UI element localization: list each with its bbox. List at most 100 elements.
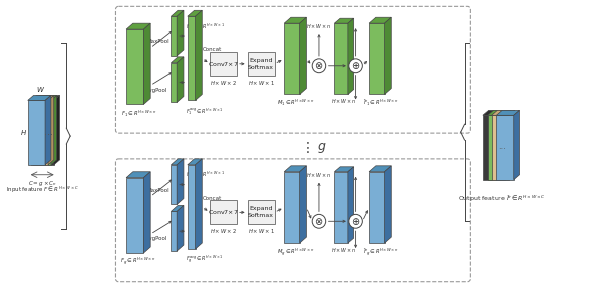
- Polygon shape: [172, 16, 177, 56]
- FancyBboxPatch shape: [210, 52, 237, 76]
- Polygon shape: [369, 166, 391, 172]
- Polygon shape: [488, 115, 505, 180]
- Circle shape: [349, 59, 362, 73]
- Circle shape: [349, 214, 362, 228]
- Polygon shape: [37, 96, 59, 100]
- Text: $H\times W\times 2$: $H\times W\times 2$: [210, 227, 237, 235]
- Text: $H\times W\times 1$: $H\times W\times 1$: [248, 227, 275, 235]
- Polygon shape: [126, 178, 143, 253]
- Polygon shape: [34, 96, 56, 100]
- Polygon shape: [172, 10, 184, 16]
- Text: Expand: Expand: [250, 206, 273, 211]
- Polygon shape: [126, 29, 143, 104]
- Polygon shape: [172, 159, 184, 165]
- Polygon shape: [348, 18, 353, 95]
- Text: $\hat{F}_g\in R^{H\times W\times n}$: $\hat{F}_g\in R^{H\times W\times n}$: [363, 246, 398, 258]
- Text: $H\times W\times 2$: $H\times W\times 2$: [210, 79, 237, 87]
- Text: ...: ...: [44, 127, 53, 137]
- Text: Expand: Expand: [250, 58, 273, 63]
- Polygon shape: [188, 10, 202, 16]
- Polygon shape: [334, 18, 353, 23]
- Text: $F_1\in R^{H\times W\times n}$: $F_1\in R^{H\times W\times n}$: [121, 108, 157, 119]
- Text: $\otimes$: $\otimes$: [314, 60, 323, 71]
- Polygon shape: [48, 96, 54, 165]
- Polygon shape: [500, 110, 506, 180]
- Text: MaxPool: MaxPool: [146, 188, 169, 193]
- Polygon shape: [491, 115, 509, 180]
- Text: Conv7$\times$7: Conv7$\times$7: [208, 208, 239, 216]
- Polygon shape: [505, 110, 511, 180]
- Text: $C=g\times C_n$: $C=g\times C_n$: [28, 179, 56, 188]
- Text: $H\times W\times 1$: $H\times W\times 1$: [248, 79, 275, 87]
- Text: ...: ...: [498, 142, 506, 151]
- FancyBboxPatch shape: [248, 52, 275, 76]
- Text: $\oplus$: $\oplus$: [351, 60, 360, 71]
- Polygon shape: [284, 23, 299, 95]
- Polygon shape: [196, 10, 202, 100]
- Polygon shape: [299, 17, 307, 95]
- Polygon shape: [51, 96, 56, 165]
- Text: $\oplus$: $\oplus$: [351, 216, 360, 227]
- Polygon shape: [369, 17, 391, 23]
- Circle shape: [312, 214, 326, 228]
- Polygon shape: [188, 16, 196, 100]
- Polygon shape: [31, 100, 48, 165]
- Text: $F_g^{avg}\in R^{H\times W\times 1}$: $F_g^{avg}\in R^{H\times W\times 1}$: [186, 254, 224, 266]
- Text: $\otimes$: $\otimes$: [314, 216, 323, 227]
- Polygon shape: [143, 172, 150, 253]
- Polygon shape: [188, 159, 202, 165]
- Text: Output feature $\hat{F}\in R^{H\times W\times C}$: Output feature $\hat{F}\in R^{H\times W\…: [458, 194, 546, 204]
- Polygon shape: [172, 63, 177, 103]
- Polygon shape: [385, 166, 391, 243]
- Polygon shape: [284, 172, 299, 243]
- Text: $M_1\in R^{H\times W\times n}$: $M_1\in R^{H\times W\times n}$: [277, 98, 314, 108]
- Polygon shape: [177, 159, 184, 205]
- Polygon shape: [45, 96, 51, 165]
- Polygon shape: [177, 57, 184, 103]
- Polygon shape: [496, 115, 514, 180]
- Text: $H\times W\times n$: $H\times W\times n$: [307, 171, 332, 179]
- Text: $H\times W\times n$: $H\times W\times n$: [331, 98, 356, 105]
- Polygon shape: [483, 115, 500, 180]
- Polygon shape: [369, 23, 385, 95]
- Polygon shape: [126, 23, 150, 29]
- Polygon shape: [31, 96, 54, 100]
- Polygon shape: [334, 23, 348, 95]
- Polygon shape: [34, 100, 51, 165]
- Text: Concat: Concat: [203, 47, 223, 52]
- Polygon shape: [334, 167, 353, 172]
- Polygon shape: [37, 100, 54, 165]
- Polygon shape: [348, 167, 353, 243]
- Polygon shape: [28, 100, 45, 165]
- Polygon shape: [172, 165, 177, 205]
- Text: Conv7$\times$7: Conv7$\times$7: [208, 60, 239, 68]
- Polygon shape: [488, 110, 511, 115]
- Polygon shape: [126, 172, 150, 178]
- Polygon shape: [143, 23, 150, 104]
- Polygon shape: [172, 205, 184, 211]
- Polygon shape: [514, 110, 520, 180]
- FancyBboxPatch shape: [248, 200, 275, 224]
- Polygon shape: [54, 96, 59, 165]
- Text: $F_g^{max}\in R^{H\times W\times 1}$: $F_g^{max}\in R^{H\times W\times 1}$: [186, 170, 225, 182]
- Text: $\vdots$: $\vdots$: [299, 140, 310, 156]
- Polygon shape: [334, 172, 348, 243]
- Text: AvgPool: AvgPool: [146, 236, 168, 241]
- Polygon shape: [284, 166, 307, 172]
- Polygon shape: [196, 159, 202, 249]
- Text: $M_g\in R^{H\times W\times n}$: $M_g\in R^{H\times W\times n}$: [277, 246, 314, 258]
- Text: Input feature $F\in R^{H\times W\times C}$: Input feature $F\in R^{H\times W\times C…: [6, 185, 79, 195]
- Text: $\hat{F}_1\in R^{H\times W\times n}$: $\hat{F}_1\in R^{H\times W\times n}$: [363, 98, 398, 108]
- Polygon shape: [284, 17, 307, 23]
- Polygon shape: [177, 10, 184, 56]
- Polygon shape: [491, 110, 515, 115]
- Polygon shape: [385, 17, 391, 95]
- Polygon shape: [177, 205, 184, 251]
- FancyBboxPatch shape: [210, 200, 237, 224]
- Text: AvgPool: AvgPool: [146, 88, 168, 93]
- Text: Concat: Concat: [203, 196, 223, 201]
- Text: Softmax: Softmax: [248, 65, 274, 70]
- Text: $F_g\in R^{H\times W\times n}$: $F_g\in R^{H\times W\times n}$: [120, 256, 155, 268]
- Polygon shape: [172, 211, 177, 251]
- Polygon shape: [509, 110, 515, 180]
